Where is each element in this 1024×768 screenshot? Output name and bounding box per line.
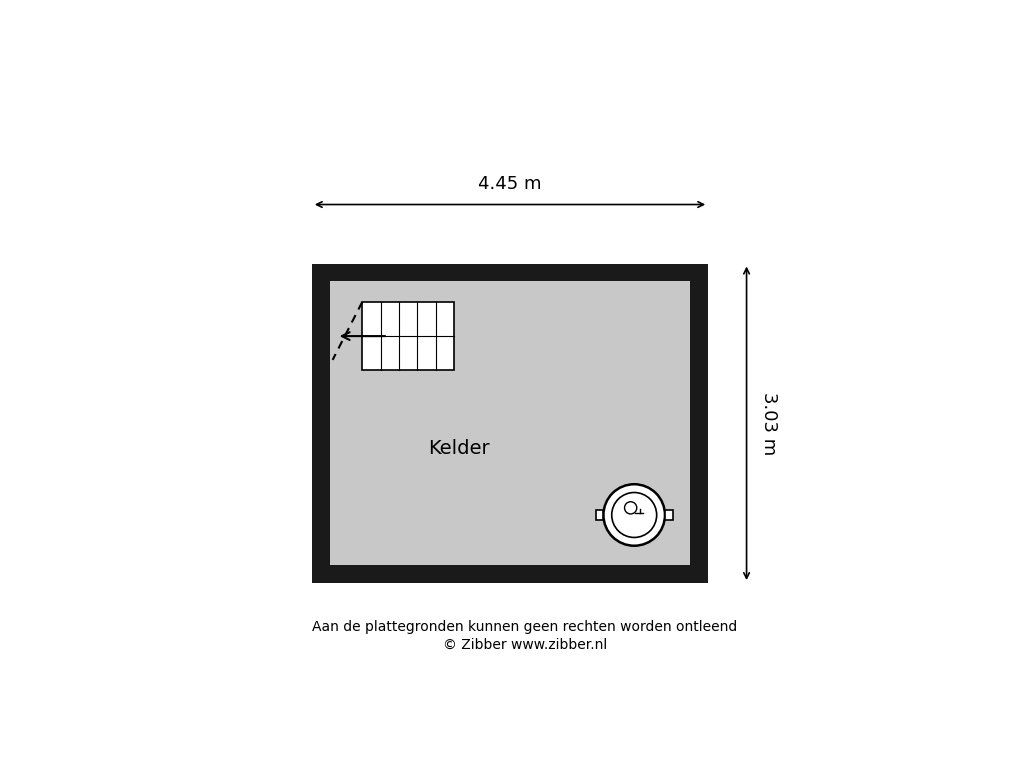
FancyBboxPatch shape [330,281,690,565]
FancyBboxPatch shape [596,510,603,520]
Text: 4.45 m: 4.45 m [478,174,542,193]
Text: Kelder: Kelder [428,439,489,458]
Text: Aan de plattegronden kunnen geen rechten worden ontleend: Aan de plattegronden kunnen geen rechten… [312,621,737,634]
Circle shape [603,485,665,546]
Text: 3.03 m: 3.03 m [760,392,777,455]
FancyBboxPatch shape [665,510,673,520]
FancyBboxPatch shape [312,263,709,583]
Text: © Zibber www.zibber.nl: © Zibber www.zibber.nl [442,638,607,652]
FancyBboxPatch shape [362,302,454,370]
